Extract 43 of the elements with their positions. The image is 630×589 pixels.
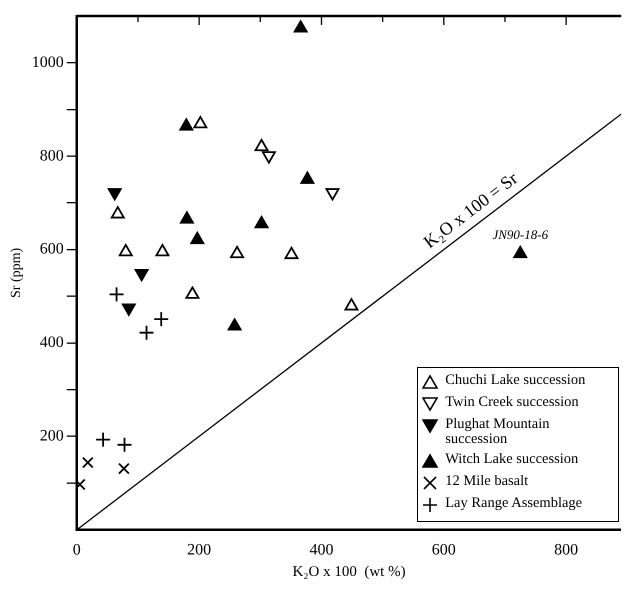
x-axis-title: K₂O x 100 (wt %): [292, 564, 406, 580]
annotation: JN90-18-6: [492, 227, 549, 242]
legend-label: Lay Range Assemblage: [445, 494, 582, 511]
point: [118, 462, 130, 474]
point: [344, 298, 358, 310]
x-tick-label: 800: [554, 542, 578, 559]
point: [180, 211, 194, 224]
y-tick-label: 800: [40, 147, 64, 164]
point: [95, 432, 112, 448]
point: [513, 246, 528, 258]
x-tick-label: 200: [187, 542, 212, 559]
legend-label: 12 Mile basalt: [445, 472, 528, 489]
legend-label: Chuchi Lake succession: [445, 372, 586, 388]
legend-label: Twin Creek succession: [445, 394, 579, 410]
x-tick-label: 400: [309, 542, 334, 559]
point: [118, 244, 133, 256]
point: [155, 244, 170, 256]
point: [284, 246, 298, 260]
y-axis-title: Sr (ppm): [9, 247, 24, 298]
y-tick-label: 400: [40, 334, 64, 352]
point: [138, 324, 154, 341]
y-tick-label: 200: [40, 428, 64, 445]
point: [108, 286, 124, 302]
legend-label: Plughat Mountain succession: [445, 416, 551, 447]
y-tick-label: 1000: [32, 54, 64, 71]
point: [254, 216, 268, 228]
point: [185, 286, 200, 299]
point: [300, 172, 314, 184]
point: [116, 436, 132, 453]
point: [193, 116, 208, 128]
legend-label: Witch Lake succession: [445, 450, 578, 467]
point: [294, 20, 308, 33]
x-tick-label: 600: [432, 542, 456, 559]
point: [153, 311, 170, 328]
y-tick-label: 600: [40, 240, 64, 258]
point: [228, 318, 242, 331]
point: [179, 118, 194, 131]
point: [190, 232, 204, 244]
point: [254, 138, 268, 152]
point: [82, 456, 94, 468]
point: [230, 246, 244, 258]
x-tick-label: 0: [72, 542, 81, 559]
point: [110, 206, 125, 218]
